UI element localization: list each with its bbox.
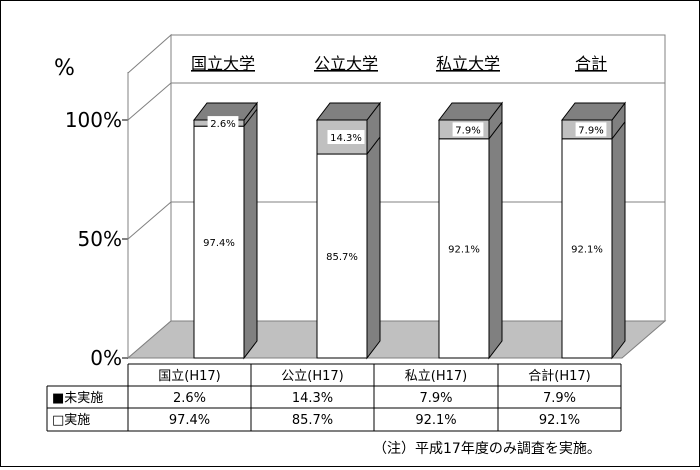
bar-side-divider: [488, 121, 503, 140]
group-label: 公立大学: [314, 54, 378, 73]
bar-segment-implemented: [561, 138, 613, 359]
bar-side-face: [243, 101, 258, 360]
bars: 97.4% 2.6% 85.7% 14.3% 92.1% 7.9% 92.1% 7.9%: [192, 101, 627, 360]
bar-segment-implemented: [316, 153, 368, 359]
group-label: 合計: [575, 54, 607, 73]
table-value-cell: 92.1%: [539, 413, 580, 428]
gridline-side: [127, 82, 172, 121]
data-label-implemented: 92.1%: [571, 244, 603, 255]
y-tick-label: 50%: [78, 227, 122, 251]
data-table: 国立(H17) 公立(H17) 私立(H17) 合計(H17) ■未実施 2.6% 14.3…: [46, 363, 622, 432]
data-label-implemented: 97.4%: [203, 238, 235, 249]
group-label: 国立大学: [191, 54, 255, 73]
data-label-box: [452, 122, 484, 137]
table-legend-cell: □実施: [52, 412, 90, 428]
data-label-not-implemented: 14.3%: [330, 133, 362, 144]
y-tick-label: 0%: [90, 346, 122, 370]
gridline-side: [127, 201, 172, 240]
table-value-cell: 2.6%: [173, 391, 206, 406]
data-label-not-implemented: 7.9%: [578, 125, 603, 136]
bar-segment-implemented: [193, 125, 245, 359]
bar-top-face: [560, 102, 627, 121]
table-header-cell: 国立(H17): [158, 369, 220, 384]
bar-side-divider: [611, 121, 626, 140]
plot-side-wall: [127, 33, 172, 360]
data-label-box: [327, 130, 365, 145]
data-label-implemented: 85.7%: [326, 252, 358, 263]
table-header-cell: 公立(H17): [281, 369, 343, 384]
bar-side-face: [611, 101, 626, 360]
bar-top-face: [437, 102, 504, 121]
data-label-implemented: 92.1%: [448, 244, 480, 255]
bar-side-face: [366, 101, 381, 360]
table-header-cell: 私立(H17): [405, 369, 467, 384]
bar-side-face: [488, 101, 503, 360]
y-unit-label: %: [54, 56, 75, 81]
bar-side-divider: [366, 136, 381, 155]
group-labels: 国立大学 公立大学 私立大学 合計: [191, 54, 607, 73]
table-value-cell: 7.9%: [543, 391, 576, 406]
table-value-cell: 7.9%: [419, 391, 452, 406]
data-label-box: [207, 116, 239, 131]
bar-top-face: [315, 102, 382, 121]
table-value-cell: 97.4%: [169, 413, 210, 428]
group-label: 私立大学: [436, 54, 500, 73]
table-value-cell: 92.1%: [415, 413, 456, 428]
data-label-not-implemented: 7.9%: [455, 125, 480, 136]
data-label-not-implemented: 2.6%: [210, 119, 235, 130]
chart-note: （注）平成17年度のみ調査を実施。: [373, 441, 601, 457]
bar-side-divider: [243, 108, 258, 127]
table-legend-cell: ■未実施: [52, 390, 103, 406]
y-axis-ticks: 0% 50% 100%: [65, 72, 129, 370]
table-header-cell: 合計(H17): [528, 368, 590, 384]
table-value-cell: 85.7%: [292, 413, 333, 428]
table-value-cell: 14.3%: [292, 391, 333, 406]
bar-segment-implemented: [438, 138, 490, 359]
y-tick-label: 100%: [65, 108, 122, 132]
data-label-box: [575, 122, 607, 137]
